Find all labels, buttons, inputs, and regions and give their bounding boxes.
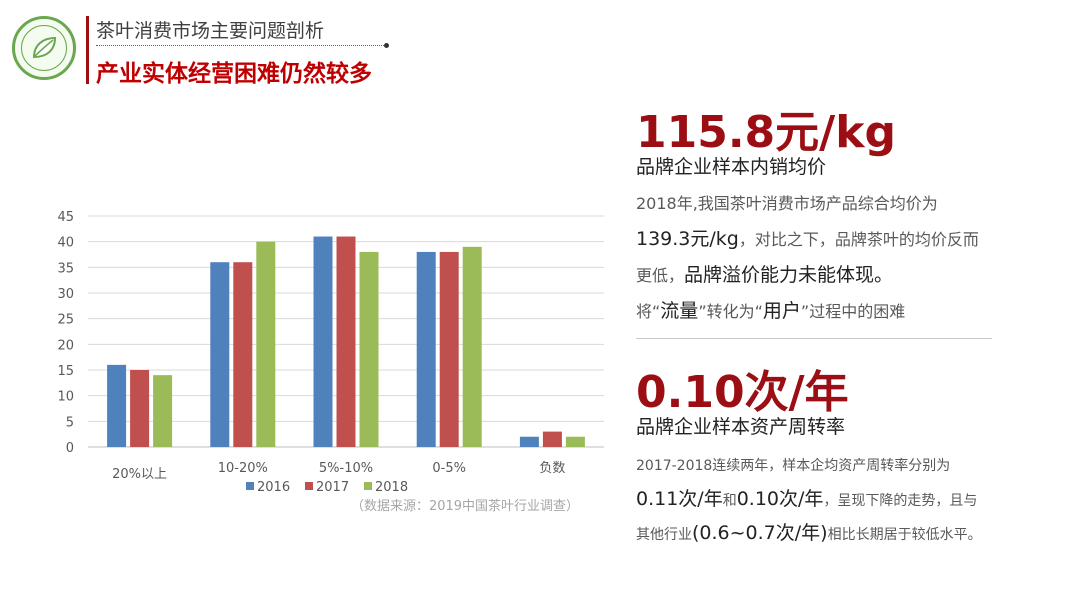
x-tick-label: 0-5% [432,461,466,476]
turnover-desc-line3: 其他行业(0.6~0.7次/年)相比长期居于较低水平。 [636,522,982,544]
bar-2017-3 [439,251,459,447]
y-tick-label: 30 [57,287,74,302]
bar-2017-4 [542,431,562,447]
header-divider [96,45,386,46]
legend-swatch-2017 [305,482,313,490]
bar-2016-2 [313,236,333,447]
bar-2016-1 [210,262,230,447]
market-avg-price: 139.3元/kg [636,228,739,250]
price-desc-line3: 更低，品牌溢价能力未能体现。 [636,264,894,286]
y-tick-label: 35 [57,261,74,276]
stats-divider [636,338,992,339]
bar-2018-2 [359,251,379,447]
price-desc-line4: 将“流量”转化为“用户”过程中的困难 [636,300,906,322]
x-tick-label: 5%-10% [319,461,373,476]
bar-2018-0 [153,375,173,447]
avg-price-label: 品牌企业样本内销均价 [636,156,827,178]
x-tick-label: 10-20% [218,461,268,476]
x-tick-label: 20%以上 [112,467,167,482]
header-divider-dot [384,43,389,48]
bar-2017-1 [233,262,253,447]
bar-2018-1 [256,241,276,447]
header-accent-bar [86,16,89,84]
price-desc-line2: 139.3元/kg，对比之下，品牌茶叶的均价反而 [636,228,979,250]
legend-swatch-2018 [364,482,372,490]
turnover-desc-line1: 2017-2018连续两年，样本企均资产周转率分别为 [636,458,951,474]
y-tick-label: 25 [57,313,74,328]
page-title: 产业实体经营困难仍然较多 [96,61,372,87]
bar-2017-2 [336,236,356,447]
y-tick-label: 0 [66,441,74,456]
legend-label-2017: 2017 [316,480,349,495]
avg-price-value: 115.8元/kg [636,107,897,158]
bar-2016-3 [416,251,436,447]
price-desc-line1: 2018年,我国茶叶消费市场产品综合均价为 [636,194,938,213]
section-subtitle: 茶叶消费市场主要问题剖析 [96,20,325,42]
y-tick-label: 10 [57,390,74,405]
turnover-desc-line2: 0.11次/年和0.10次/年，呈现下降的走势，且与 [636,488,978,510]
bar-chart: 0 5 10 15 20 25 30 35 40 45 20%以上 10-20% 5%-10% 0-5% 负… [57,210,604,514]
bar-2018-4 [565,436,585,447]
legend-label-2018: 2018 [375,480,408,495]
bar-2016-0 [107,364,127,447]
y-tick-label: 45 [57,210,74,225]
data-source-note: （数据来源：2019中国茶叶行业调查） [351,498,579,514]
y-tick-label: 20 [57,338,74,353]
bar-2018-3 [462,246,482,447]
y-tick-label: 40 [57,236,74,251]
y-tick-label: 5 [66,415,74,430]
bar-2017-0 [130,370,150,447]
tea-leaf-logo-icon [12,16,76,80]
bar-2016-4 [519,436,539,447]
legend-swatch-2016 [246,482,254,490]
turnover-label: 品牌企业样本资产周转率 [636,416,846,438]
x-tick-label: 负数 [539,461,565,476]
y-tick-label: 15 [57,364,74,379]
turnover-value: 0.10次/年 [636,367,849,418]
legend-label-2016: 2016 [257,480,290,495]
